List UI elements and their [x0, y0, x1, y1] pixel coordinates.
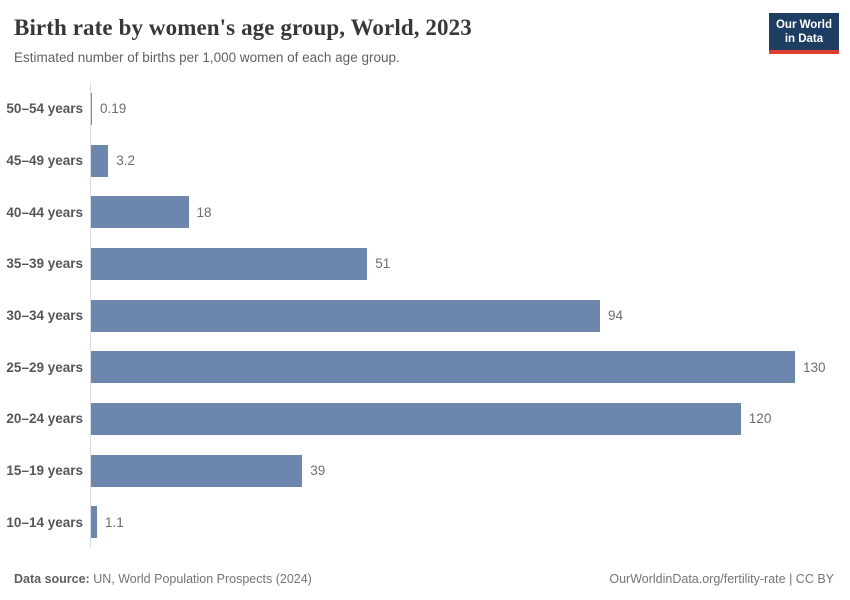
title-block: Birth rate by women's age group, World, … [14, 13, 472, 66]
data-source: Data source: UN, World Population Prospe… [14, 572, 312, 586]
value-label: 130 [803, 359, 826, 375]
bar-track: 18 [90, 186, 850, 239]
category-label: 40–44 years [6, 204, 83, 220]
value-label: 0.19 [100, 101, 127, 117]
bar[interactable] [91, 299, 600, 332]
license-separator: | [789, 572, 793, 586]
bar-track: 51 [90, 238, 850, 290]
bar-track: 120 [90, 393, 850, 445]
owid-logo-line2: in Data [784, 33, 824, 45]
value-label: 1.1 [105, 514, 124, 530]
bar[interactable] [91, 506, 97, 539]
bar[interactable] [91, 144, 109, 177]
value-label: 94 [608, 308, 624, 324]
category-label: 20–24 years [6, 411, 83, 427]
bar-row: 10–14 years 1.1 [0, 496, 850, 549]
chart-title: Birth rate by women's age group, World, … [14, 15, 472, 40]
bar-track: 1.1 [90, 496, 850, 549]
bar-row: 20–24 years 120 [0, 393, 850, 445]
owid-logo-line1: Our World [775, 19, 832, 31]
category-label: 50–54 years [6, 101, 83, 117]
value-label: 18 [196, 204, 212, 220]
category-label: 45–49 years [6, 153, 83, 169]
value-label: 51 [375, 256, 391, 272]
license-label: CC BY [795, 572, 834, 586]
owid-url-link[interactable]: OurWorldinData.org/fertility-rate [609, 572, 786, 586]
bar[interactable] [91, 247, 368, 280]
category-label: 35–39 years [6, 256, 83, 272]
bar-track: 39 [90, 444, 850, 497]
bar[interactable] [91, 454, 303, 487]
bar-track: 0.19 [90, 83, 850, 135]
category-label: 30–34 years [6, 308, 83, 324]
bar-row: 25–29 years 130 [0, 341, 850, 394]
bar-row: 45–49 years 3.2 [0, 134, 850, 187]
bar-row: 50–54 years 0.19 [0, 83, 850, 135]
bar-row: 35–39 years 51 [0, 238, 850, 290]
chart-footer: Data source: UN, World Population Prospe… [0, 572, 850, 600]
category-label: 25–29 years [6, 359, 83, 375]
license-block: OurWorldinData.org/fertility-rate | CC B… [609, 572, 834, 586]
owid-logo[interactable]: Our World in Data [768, 13, 839, 54]
bar-chart: 50–54 years 0.19 45–49 years 3.2 40–44 y… [0, 83, 850, 549]
bar[interactable] [91, 92, 92, 125]
bar[interactable] [91, 196, 189, 229]
bar-row: 40–44 years 18 [0, 186, 850, 239]
category-label: 15–19 years [6, 463, 83, 479]
chart-header: Birth rate by women's age group, World, … [0, 0, 850, 66]
bar[interactable] [91, 351, 795, 384]
data-source-label: Data source: [14, 572, 90, 586]
category-label: 10–14 years [6, 514, 83, 530]
bar-row: 15–19 years 39 [0, 444, 850, 497]
bar-track: 94 [90, 289, 850, 342]
chart-subtitle: Estimated number of births per 1,000 wom… [14, 50, 400, 65]
value-label: 3.2 [116, 153, 136, 169]
value-label: 39 [310, 463, 326, 479]
bar[interactable] [91, 402, 741, 435]
bar-row: 30–34 years 94 [0, 289, 850, 342]
bar-track: 130 [90, 341, 850, 394]
bar-track: 3.2 [90, 134, 850, 187]
data-source-text: UN, World Population Prospects (2024) [93, 572, 312, 586]
value-label: 120 [748, 411, 772, 427]
